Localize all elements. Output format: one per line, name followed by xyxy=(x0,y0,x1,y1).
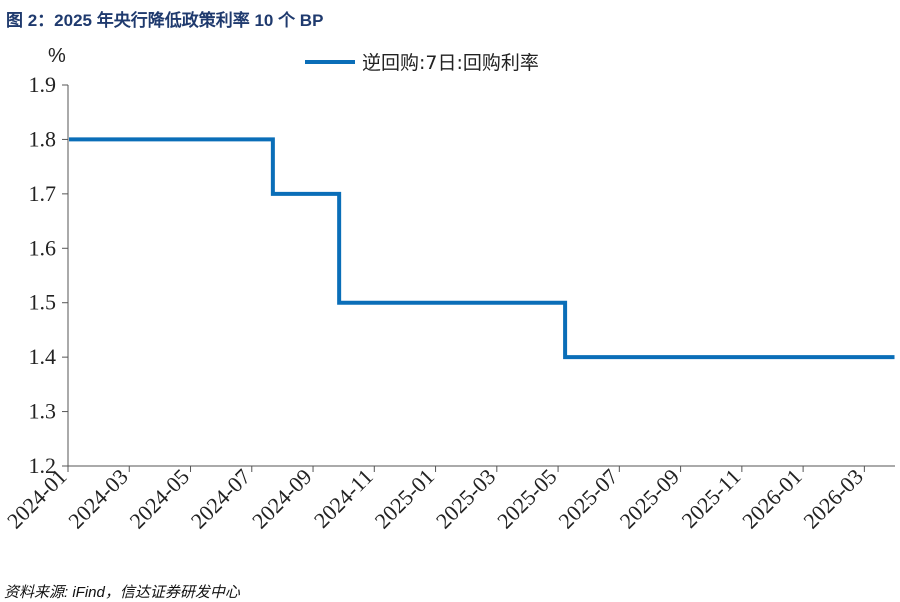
y-tick-label: 1.5 xyxy=(29,290,57,315)
figure-title: 图 2：2025 年央行降低政策利率 10 个 BP xyxy=(6,11,324,30)
x-tick-label: 2025-11 xyxy=(676,464,745,533)
x-tick-label: 2026-01 xyxy=(737,464,807,534)
x-tick-label: 2026-03 xyxy=(798,464,868,534)
y-tick-label: 1.6 xyxy=(29,235,57,260)
x-tick-label: 2024-03 xyxy=(63,464,133,534)
x-tick-label: 2024-09 xyxy=(247,464,317,534)
y-tick-label: 1.4 xyxy=(29,344,57,369)
x-tick-label: 2024-07 xyxy=(186,464,256,534)
x-tick-label: 2025-07 xyxy=(553,464,623,534)
y-tick-label: 1.2 xyxy=(29,453,57,478)
x-tick-label: 2024-11 xyxy=(309,464,378,533)
y-tick-label: 1.3 xyxy=(29,399,57,424)
source-note: 资料来源: iFind，信达证券研发中心 xyxy=(4,584,240,601)
y-tick-label: 1.7 xyxy=(29,181,57,206)
x-tick-label: 2025-01 xyxy=(370,464,440,534)
x-tick-label: 2024-05 xyxy=(125,464,195,534)
plot-series xyxy=(68,137,895,360)
y-tick-label: 1.8 xyxy=(29,126,57,151)
y-axis-unit-label: % xyxy=(48,45,66,67)
legend-series-label: 逆回购:7日:回购利率 xyxy=(362,52,539,74)
y-tick-label: 1.9 xyxy=(29,72,57,97)
series-line-reverse-repo-7d xyxy=(69,137,895,360)
x-tick-label: 2025-09 xyxy=(615,464,685,534)
x-tick-label: 2025-05 xyxy=(492,464,562,534)
x-tick-label: 2025-03 xyxy=(431,464,501,534)
